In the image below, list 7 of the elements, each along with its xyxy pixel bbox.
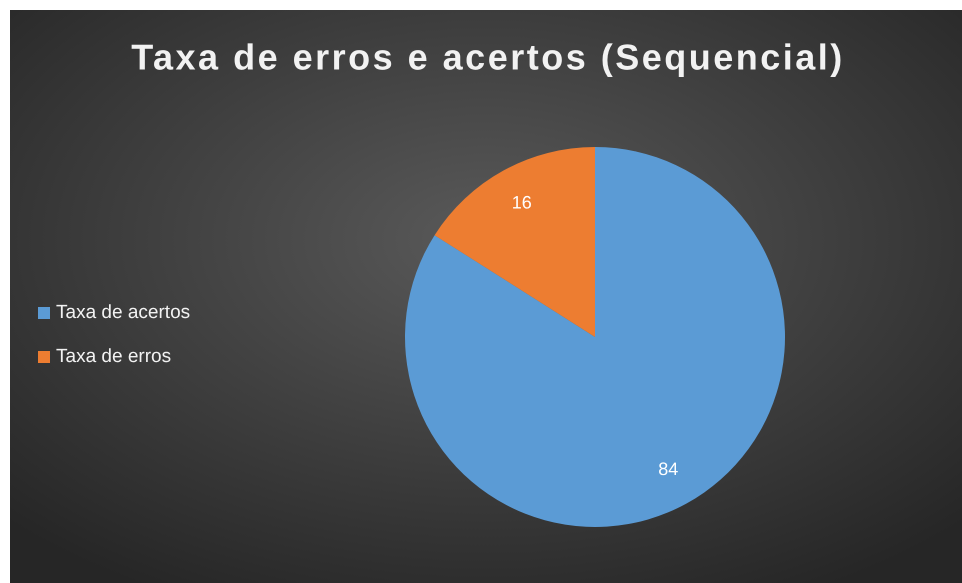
data-label: 84: [658, 458, 678, 479]
chart-title: Taxa de erros e acertos (Sequencial): [131, 36, 845, 78]
legend-label: Taxa de erros: [56, 346, 172, 368]
data-label: 16: [512, 192, 532, 213]
pie-slice: [405, 147, 785, 527]
pie-slice: [434, 147, 595, 337]
legend-label: Taxa de acertos: [56, 302, 190, 324]
